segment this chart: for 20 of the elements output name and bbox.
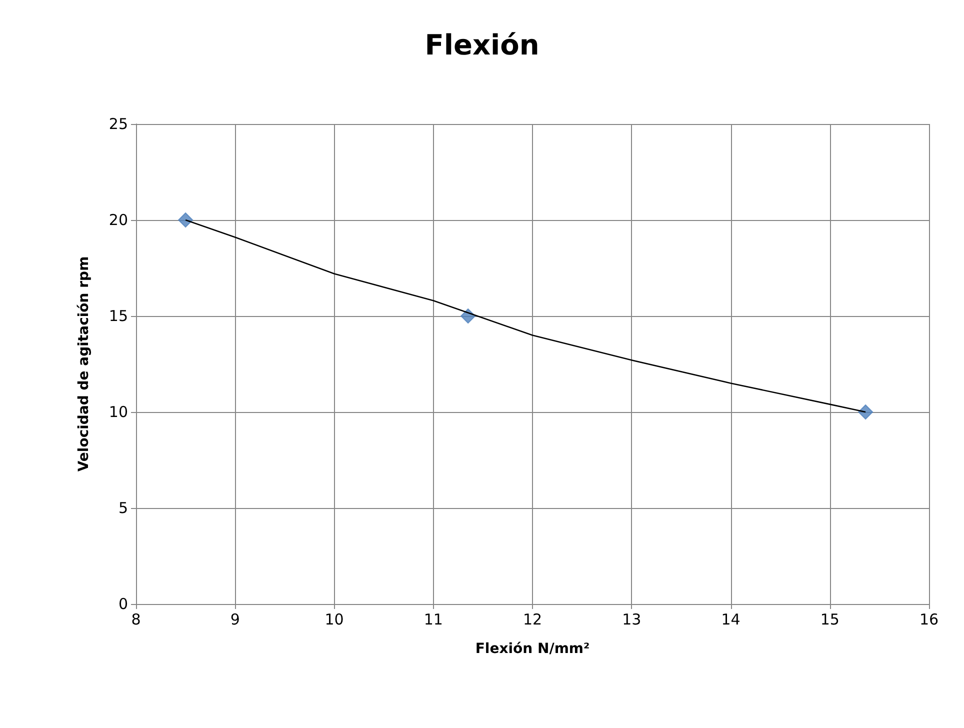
x-axis-title: Flexión N/mm² [475,641,590,657]
x-tick-label: 14 [721,610,740,628]
x-tick-label: 9 [230,610,240,628]
x-tick-label: 11 [424,610,443,628]
x-tick-label: 12 [522,610,542,628]
point [858,404,874,420]
y-tick-label: 10 [108,403,128,421]
y-tick-label: 5 [118,499,128,517]
x-tick-label: 15 [820,610,840,628]
y-tick-label: 15 [108,307,128,325]
x-tick-label: 10 [324,610,344,628]
y-tick-label: 25 [108,115,128,133]
y-tick-label: 0 [118,595,128,613]
y-tick-label: 20 [108,211,128,229]
x-tick-label: 13 [622,610,642,628]
y-axis-title: Velocidad de agitación rpm [76,256,92,472]
point [178,212,194,228]
x-tick-label: 8 [131,610,141,628]
x-tick-label: 16 [919,610,939,628]
chart-title: Flexión [424,28,540,62]
